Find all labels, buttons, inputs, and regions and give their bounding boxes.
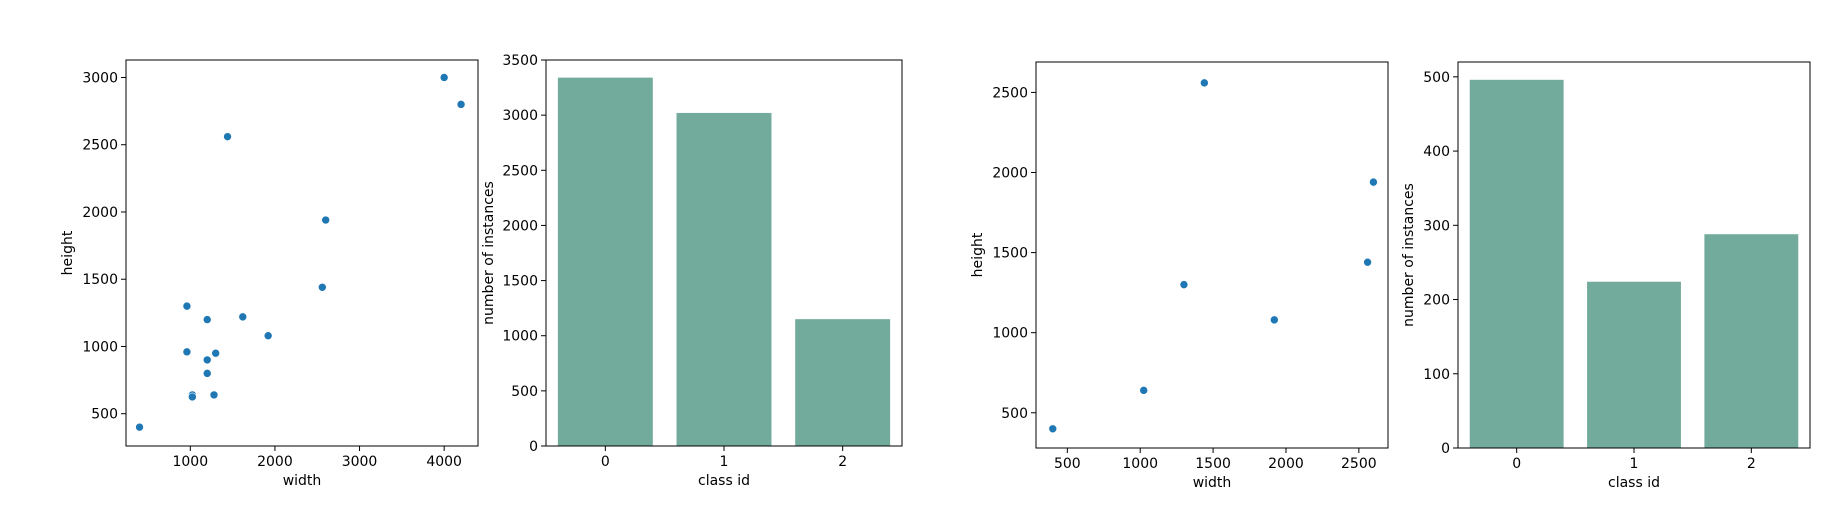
x-tick-label: 1 [720, 454, 729, 470]
bar-1-frame [545, 59, 903, 447]
x-tick-label: 2000 [257, 454, 293, 470]
bar-chart-1: class id number of instances 0 1 2 0 500 1000… [481, 53, 903, 489]
x-tick-label: 2500 [1341, 456, 1377, 472]
bar-2-x-label: class id [1608, 475, 1660, 491]
x-tick-label: 500 [1054, 456, 1081, 472]
x-tick-label: 0 [1512, 456, 1521, 472]
x-tick-label: 2 [838, 454, 847, 470]
y-tick-label: 100 [1423, 367, 1450, 383]
y-tick-label: 3000 [502, 108, 538, 124]
scatter-point [211, 348, 220, 358]
bar [1704, 234, 1799, 448]
bar-chart-2: class id number of instances 0 1 2 0 100 200 3… [1401, 61, 1811, 491]
bar-2-y-label: number of instances [1401, 183, 1417, 327]
scatter-point [188, 392, 197, 402]
scatter-chart-2: width height 500 1000 1500 2000 2500 500 1000 1… [970, 61, 1389, 491]
y-tick-label: 3500 [502, 53, 538, 69]
y-tick-label: 1000 [502, 329, 538, 345]
bar-1-x-label: class id [698, 473, 750, 489]
scatter-point [202, 355, 212, 365]
scatter-point [182, 301, 192, 311]
bar [1469, 79, 1564, 449]
bar [676, 112, 772, 447]
x-tick-label: 3000 [342, 454, 378, 470]
scatter-point [1179, 280, 1189, 289]
y-tick-label: 400 [1423, 144, 1450, 160]
y-tick-label: 3000 [82, 70, 118, 86]
x-tick-label: 1000 [1122, 456, 1158, 472]
x-tick-label: 4000 [426, 454, 462, 470]
scatter-point [1270, 315, 1279, 325]
scatter-point [456, 100, 466, 109]
bar [557, 77, 653, 446]
scatter-point [223, 132, 232, 141]
x-tick-label: 1000 [172, 454, 208, 470]
scatter-2-frame [1035, 61, 1389, 449]
scatter-1-frame [125, 59, 479, 447]
scatter-2-x-label: width [1193, 475, 1232, 491]
scatter-point [263, 331, 273, 341]
y-tick-label: 0 [1441, 441, 1450, 457]
y-tick-label: 500 [511, 384, 538, 400]
y-tick-label: 200 [1423, 293, 1450, 309]
y-tick-label: 2000 [502, 218, 538, 234]
x-tick-label: 1500 [1195, 456, 1231, 472]
y-tick-label: 2000 [82, 205, 118, 221]
scatter-2-y-label: height [970, 232, 986, 277]
y-tick-label: 1500 [502, 274, 538, 290]
bar-1-y-label: number of instances [481, 181, 497, 325]
y-tick-label: 500 [1423, 70, 1450, 86]
scatter-1-x-label: width [283, 473, 322, 489]
x-tick-label: 1 [1630, 456, 1639, 472]
y-tick-label: 1500 [82, 272, 118, 288]
scatter-point [202, 369, 212, 378]
scatter-point [1139, 386, 1149, 395]
y-tick-label: 2000 [992, 166, 1028, 182]
scatter-chart-1: width height 1000 2000 3000 4000 500 1000 1500… [60, 59, 479, 489]
scatter-point [321, 215, 330, 225]
scatter-point [1369, 177, 1378, 187]
bar [795, 319, 891, 446]
y-tick-label: 1500 [992, 246, 1028, 262]
y-tick-label: 300 [1423, 218, 1450, 234]
scatter-point [182, 347, 192, 357]
scatter-point [202, 315, 212, 324]
y-tick-label: 2500 [82, 138, 118, 154]
x-tick-label: 0 [601, 454, 610, 470]
y-tick-label: 1000 [992, 326, 1028, 342]
bar [1587, 281, 1681, 448]
scatter-point [209, 390, 219, 400]
y-tick-label: 0 [529, 439, 538, 455]
scatter-point [439, 73, 449, 82]
scatter-point [1200, 78, 1209, 88]
y-tick-label: 2500 [992, 85, 1028, 101]
scatter-point [238, 312, 248, 322]
scatter-1-y-label: height [60, 230, 76, 275]
y-tick-label: 2500 [502, 163, 538, 179]
y-tick-label: 500 [91, 407, 118, 423]
x-tick-label: 2 [1747, 456, 1756, 472]
bar-2-frame [1457, 61, 1811, 449]
x-tick-label: 2000 [1268, 456, 1304, 472]
scatter-point [135, 422, 144, 432]
y-tick-label: 500 [1001, 406, 1028, 422]
scatter-point [318, 282, 327, 292]
scatter-point [1048, 424, 1058, 434]
scatter-point [1363, 257, 1372, 267]
y-tick-label: 1000 [82, 339, 118, 355]
